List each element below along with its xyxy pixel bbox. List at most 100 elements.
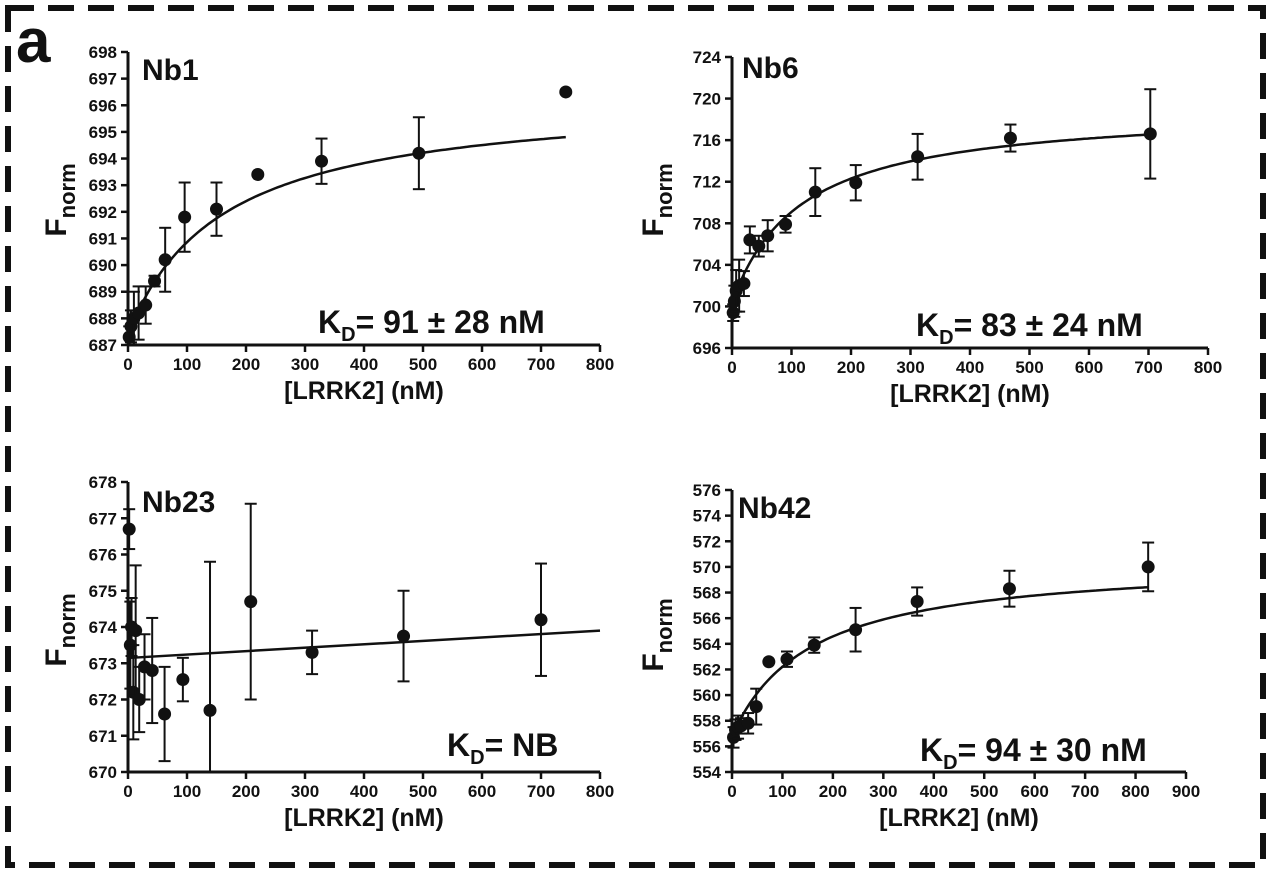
x-axis-label: [LRRK2] (nM) [284,377,444,405]
y-tick-label: 720 [693,90,721,109]
y-tick-label: 694 [89,150,118,169]
x-axis-label: [LRRK2] (nM) [284,804,444,832]
x-tick-label: 100 [768,782,796,801]
y-tick-label: 696 [89,96,117,115]
x-tick-label: 600 [1020,782,1048,801]
x-tick-label: 400 [956,358,984,377]
y-tick-label: 671 [89,727,117,746]
data-point [158,707,172,721]
kd-annotation-main: K [447,727,470,763]
x-tick-label: 300 [869,782,897,801]
y-tick-label: 562 [693,660,721,679]
x-tick-label: 0 [123,782,132,801]
kd-annotation: KD= 83 ± 24 nM [916,307,1143,349]
y-axis-label-sub: norm [55,163,80,218]
y-axis-label-main: F [40,218,73,236]
y-tick-label: 697 [89,70,117,89]
data-point [412,146,426,160]
data-point [139,298,153,312]
y-tick-label: 674 [89,618,118,637]
data-point [176,673,190,687]
y-tick-label: 688 [89,309,117,328]
kd-annotation: KD= NB [447,727,558,769]
data-point [752,239,766,253]
kd-annotation-rest: = 91 ± 28 nM [356,304,545,340]
x-tick-label: 200 [232,355,260,374]
y-axis-label-main: F [40,648,73,666]
y-axis-label-sub: norm [55,593,80,648]
data-point [244,595,258,609]
kd-annotation: KD= 94 ± 30 nM [920,732,1147,774]
x-tick-label: 800 [1121,782,1149,801]
kd-annotation-rest: = 94 ± 30 nM [958,732,1147,768]
data-point [251,168,265,182]
y-tick-label: 689 [89,283,117,302]
x-tick-label: 400 [350,782,378,801]
fit-curve [127,135,566,334]
x-tick-label: 600 [468,355,496,374]
x-tick-label: 600 [1075,358,1103,377]
data-point [305,645,319,659]
y-tick-label: 716 [693,131,721,150]
data-point [158,253,172,267]
x-tick-label: 700 [527,355,555,374]
x-tick-label: 400 [350,355,378,374]
y-tick-label: 570 [693,558,721,577]
data-point [1141,560,1155,574]
data-point [761,229,775,243]
dashed-border [5,5,1266,868]
y-tick-label: 576 [693,481,721,500]
x-axis-label: [LRRK2] (nM) [890,380,1050,408]
y-tick-label: 560 [693,686,721,705]
data-point [122,330,136,344]
x-tick-label: 700 [527,782,555,801]
data-point [1003,131,1017,145]
data-point [178,210,192,224]
y-tick-label: 568 [693,584,721,603]
data-point [762,655,776,669]
data-point [807,638,821,652]
x-tick-label: 800 [586,782,614,801]
data-point [849,176,863,190]
y-tick-label: 700 [693,297,721,316]
y-tick-label: 678 [89,473,117,492]
y-tick-label: 558 [693,712,721,731]
x-tick-label: 100 [173,782,201,801]
x-tick-label: 700 [1134,358,1162,377]
data-point [122,522,136,536]
y-tick-label: 566 [693,609,721,628]
kd-annotation-main: K [318,304,341,340]
chart-panel-3: 554 556 558 560 562 564 566 568 570 572 574 576 0 100… [637,481,1200,832]
data-point [397,629,411,643]
y-axis-label-sub: norm [652,163,677,218]
chart-panel-0: 687 688 689 690 691 692 693 694 695 696 697 698 0 100… [40,43,614,405]
data-point [737,277,751,291]
data-point [210,202,223,216]
y-tick-label: 698 [89,43,117,62]
y-tick-label: 672 [89,691,117,710]
y-axis-label-main: F [637,653,670,671]
y-tick-label: 564 [693,635,722,654]
chart-title: Nb1 [142,54,199,87]
chart-title: Nb6 [742,52,799,85]
x-tick-label: 0 [727,358,736,377]
y-tick-label: 554 [693,763,722,782]
x-tick-label: 0 [727,782,736,801]
data-point [741,716,755,730]
panel-letter: a [16,7,51,76]
kd-annotation-sub: D [939,327,953,349]
kd-annotation-main: K [920,732,943,768]
data-point [534,613,548,627]
data-point [911,150,925,164]
x-tick-label: 300 [291,355,319,374]
fit-curve [731,585,1149,736]
y-tick-label: 676 [89,546,117,565]
x-tick-label: 400 [920,782,948,801]
y-tick-label: 687 [89,336,117,355]
y-tick-label: 574 [693,507,722,526]
y-tick-label: 572 [693,532,721,551]
kd-annotation-main: K [916,307,939,343]
y-tick-label: 704 [693,256,722,275]
x-tick-label: 200 [232,782,260,801]
